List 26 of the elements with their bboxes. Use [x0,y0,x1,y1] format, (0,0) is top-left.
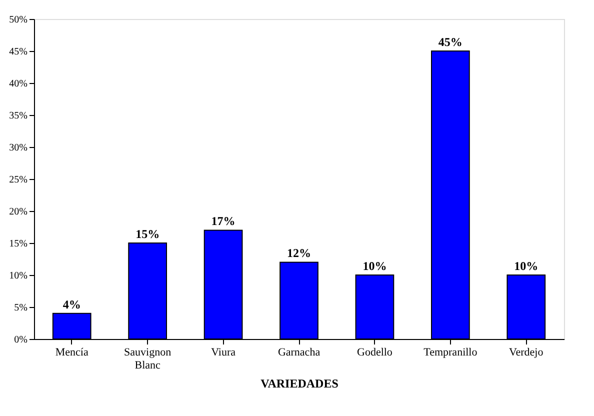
x-tick-label: Godello [356,346,393,358]
data-label: 4% [62,297,81,312]
x-tick-label: Mencía [55,346,88,358]
x-tick-label: Tempranillo [424,346,478,358]
y-tick-label: 35% [9,110,28,122]
x-tick-label: Verdejo [509,346,544,358]
y-tick-label: 40% [9,78,28,90]
y-tick-label: 20% [9,206,28,218]
data-label: 17% [211,214,236,228]
y-tick-label: 50% [9,14,28,26]
data-label: 12% [287,246,311,260]
y-tick-label: 0% [14,334,28,346]
y-tick-label: 25% [9,174,28,186]
data-label: 10% [362,259,387,273]
y-tick-label: 5% [14,302,28,314]
y-tick-label: 30% [9,142,28,154]
data-label: 10% [514,259,538,273]
x-axis-title: VARIEDADES [260,376,339,390]
y-tick-label: 45% [9,46,28,58]
data-label: 45% [438,35,462,49]
x-tick-label: Viura [211,346,236,358]
x-tick-label: Sauvignon Blanc [124,346,172,372]
data-label: 15% [136,227,160,241]
x-tick-label: Garnacha [278,346,320,358]
y-tick-label: 15% [9,238,28,250]
y-tick-label: 10% [9,270,28,282]
